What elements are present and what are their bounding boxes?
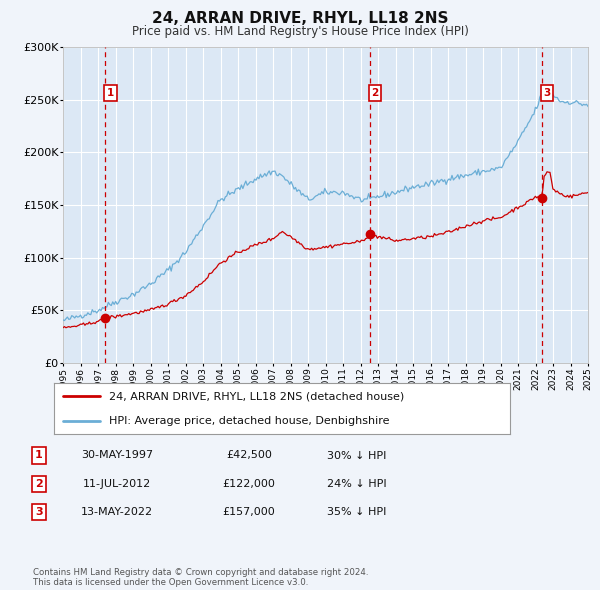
Text: 24, ARRAN DRIVE, RHYL, LL18 2NS (detached house): 24, ARRAN DRIVE, RHYL, LL18 2NS (detache… [109,391,404,401]
Text: £157,000: £157,000 [223,507,275,517]
Text: Price paid vs. HM Land Registry's House Price Index (HPI): Price paid vs. HM Land Registry's House … [131,25,469,38]
Text: £122,000: £122,000 [223,479,275,489]
Text: 30-MAY-1997: 30-MAY-1997 [81,451,153,460]
Text: 24, ARRAN DRIVE, RHYL, LL18 2NS: 24, ARRAN DRIVE, RHYL, LL18 2NS [152,11,448,25]
Text: 24% ↓ HPI: 24% ↓ HPI [327,479,387,489]
Text: £42,500: £42,500 [226,451,272,460]
Text: Contains HM Land Registry data © Crown copyright and database right 2024.
This d: Contains HM Land Registry data © Crown c… [33,568,368,587]
Text: 13-MAY-2022: 13-MAY-2022 [81,507,153,517]
Text: 2: 2 [35,479,43,489]
Text: 11-JUL-2012: 11-JUL-2012 [83,479,151,489]
Text: 1: 1 [35,451,43,460]
Text: 30% ↓ HPI: 30% ↓ HPI [328,451,386,460]
Text: 35% ↓ HPI: 35% ↓ HPI [328,507,386,517]
Text: 1: 1 [107,88,114,98]
Text: HPI: Average price, detached house, Denbighshire: HPI: Average price, detached house, Denb… [109,416,389,426]
Text: 2: 2 [371,88,379,98]
Text: 3: 3 [35,507,43,517]
Text: 3: 3 [544,88,551,98]
